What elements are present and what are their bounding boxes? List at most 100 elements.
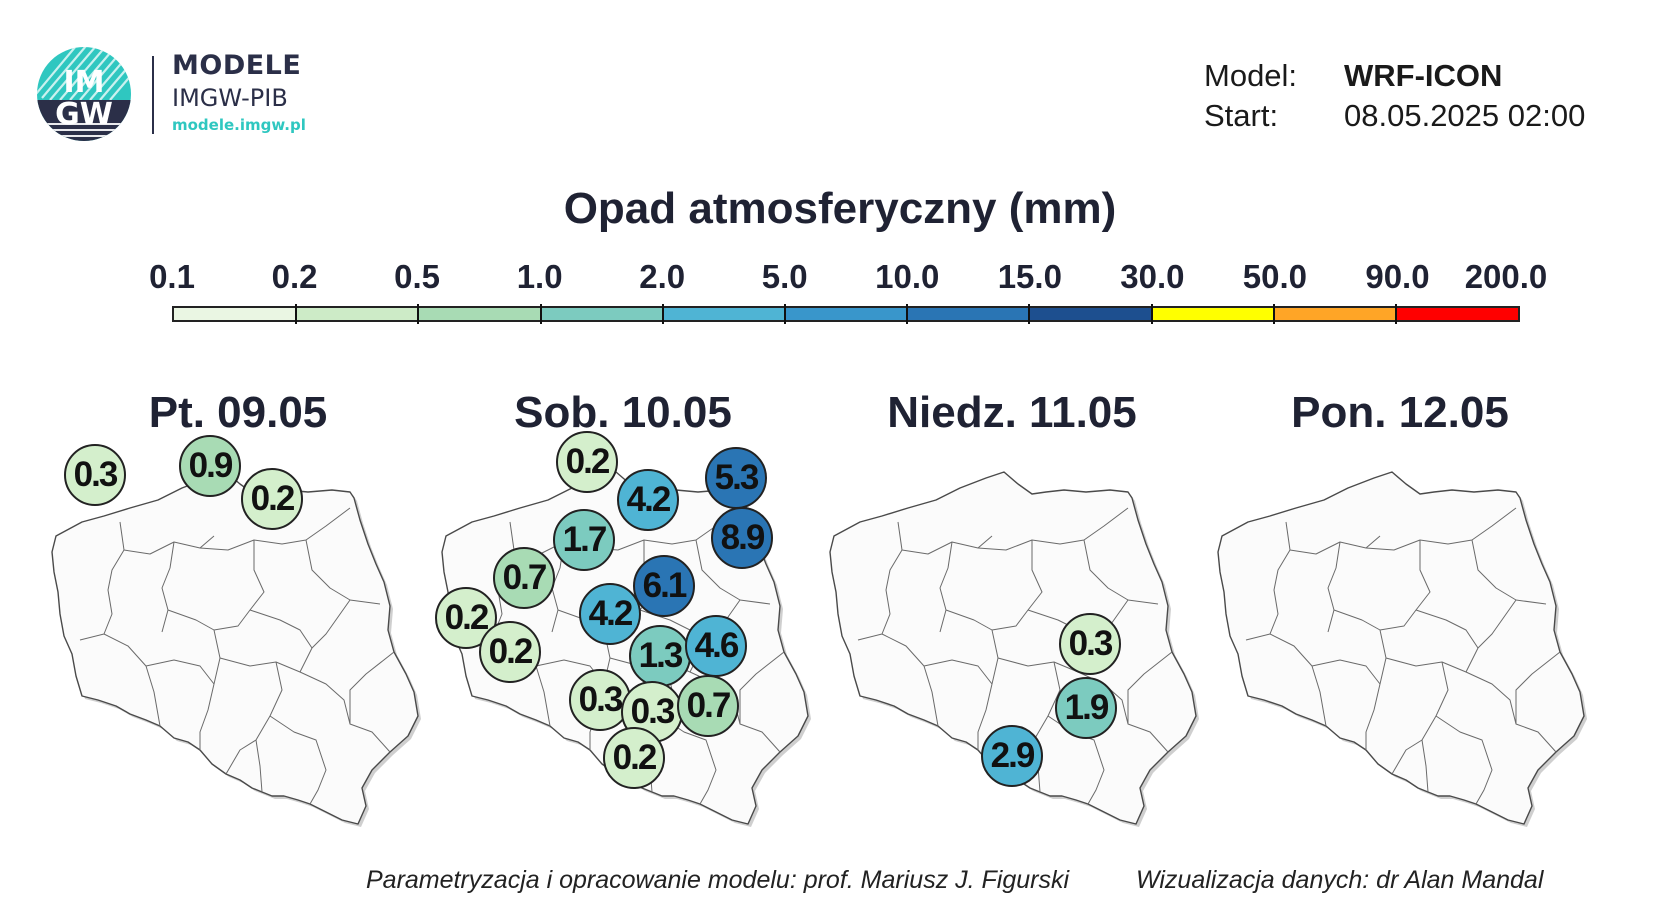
poland-outline [829,471,1197,825]
voivodeship-border [1415,609,1479,649]
legend-color-bar [172,304,1520,324]
poland-map-svg [51,471,421,827]
model-row: Model: WRF-ICON [1204,56,1585,96]
precipitation-badge: 6.1 [633,555,695,617]
precipitation-badge: 8.9 [711,507,773,569]
poland-map-day-0: 0.3 0.9 0.2 [50,435,422,840]
legend-color-segment [1150,304,1274,324]
poland-map-svg [829,471,1199,827]
legend-color-segment [783,304,908,324]
voivodeship-border [1515,651,1561,724]
poland-map-day-3 [1216,470,1588,840]
precipitation-badge: 0.3 [569,669,631,731]
voivodeship-border [1127,651,1173,724]
precipitation-badge: 4.6 [685,615,747,677]
map-title: Opad atmosferyczny (mm) [563,184,1117,233]
voivodeship-border [255,739,263,793]
legend-tick-label: 30.0 [1120,258,1185,295]
start-label: Start: [1204,98,1279,133]
legend-tick-label: 5.0 [761,258,808,295]
poland-outline [1217,471,1585,825]
day-label-3: Pon. 12.05 [1291,388,1509,437]
voivodeship-border [1333,540,1431,631]
poland-map-svg [1217,471,1587,827]
footer-credit-visualization: Wizualizacja danych: dr Alan Mandal [1136,866,1544,894]
voivodeship-border [1435,715,1493,805]
precipitation-badge: 0.2 [603,727,665,789]
day-label-0: Pt. 09.05 [148,388,328,437]
imgw-logo: IM GW MODELE IMGW-PIB modele.imgw.pl [36,46,336,146]
voivodeship-border [1327,541,1341,633]
legend-color-segment [1394,304,1519,324]
legend-color-segment [174,308,297,320]
logo-url: modele.imgw.pl [172,116,306,134]
precipitation-badge: 1.3 [629,625,691,687]
legend-tick-label: 0.2 [271,258,318,295]
precipitation-badge: 0.2 [556,431,618,493]
voivodeship-border [299,671,391,753]
precipitation-badge: 0.2 [479,621,541,683]
logo-mark-top-text: IM [63,65,104,100]
voivodeship-border [1421,739,1429,793]
precipitation-badge: 0.3 [64,444,126,506]
precipitation-badge: 4.2 [617,469,679,531]
precipitation-badge: 0.2 [435,587,497,649]
model-info: Model: WRF-ICON Start: 08.05.2025 02:00 [1204,56,1585,136]
precipitation-badge: 0.2 [241,468,303,530]
precipitation-badge: 2.9 [981,725,1043,787]
start-value: 08.05.2025 02:00 [1344,98,1586,133]
day-label-1: Sob. 10.05 [514,388,732,437]
precipitation-badge: 0.3 [1059,613,1121,675]
legend-tick-label: 0.5 [394,258,441,295]
precipitation-badge: 1.9 [1055,677,1117,739]
legend-tick-label: 10.0 [875,258,940,295]
precipitation-badge: 0.7 [677,675,739,737]
voivodeship-border [739,651,785,724]
legend-tick-label: 1.0 [516,258,563,295]
precipitation-badge: 0.9 [179,435,241,497]
voivodeship-border [1365,507,1517,551]
voivodeship-border [305,539,381,605]
legend-color-segment [661,304,785,324]
voivodeship-border [1465,671,1557,753]
voivodeship-border [167,540,265,631]
legend-color-segment [906,304,1030,324]
legend-tick-label: 90.0 [1365,258,1430,295]
model-label: Model: [1204,58,1298,93]
poland-map-day-2: 0.3 1.9 2.9 [828,470,1200,840]
legend-color-segment [1028,304,1152,324]
voivodeship-border [269,715,327,805]
legend-tick-label: 200.0 [1464,258,1548,295]
voivodeship-border [945,540,1043,631]
model-value: WRF-ICON [1344,58,1503,93]
footer-credit-model: Parametryzacja i opracowanie modelu: pro… [366,866,1070,894]
legend-color-segment [295,304,419,324]
voivodeship-border [939,541,953,633]
voivodeship-border [161,541,175,633]
voivodeship-border [1391,661,1449,775]
voivodeship-border [349,651,395,724]
voivodeship-border [695,539,771,605]
voivodeship-border [225,661,283,775]
legend-color-segment [417,304,541,324]
legend-tick-label: 0.1 [149,258,195,295]
precipitation-badge: 1.7 [553,509,615,571]
voivodeship-border [1471,539,1547,605]
voivodeship-border [249,609,313,649]
precipitation-badge: 4.2 [579,583,641,645]
logo-mark-bottom-text: GW [55,97,113,132]
legend-color-segment [1272,304,1396,324]
legend-color-segment [539,304,663,324]
legend-tick-label: 2.0 [639,258,686,295]
precipitation-badge: 0.7 [493,547,555,609]
poland-map-day-1: 0.2 4.2 5.3 1.7 8.9 0.7 6.1 0.2 4.2 0.2 1.3 4.6 0.3 0… [435,431,812,840]
legend-tick-label: 50.0 [1242,258,1308,295]
legend-tick-label: 15.0 [997,258,1062,295]
voivodeship-border [1083,539,1159,605]
logo-subtitle: IMGW-PIB [172,84,288,112]
voivodeship-border [659,715,717,805]
logo-divider [152,56,154,134]
imgw-logo-mark: IM GW [37,47,131,141]
start-row: Start: 08.05.2025 02:00 [1204,96,1585,136]
voivodeship-border [199,507,351,551]
